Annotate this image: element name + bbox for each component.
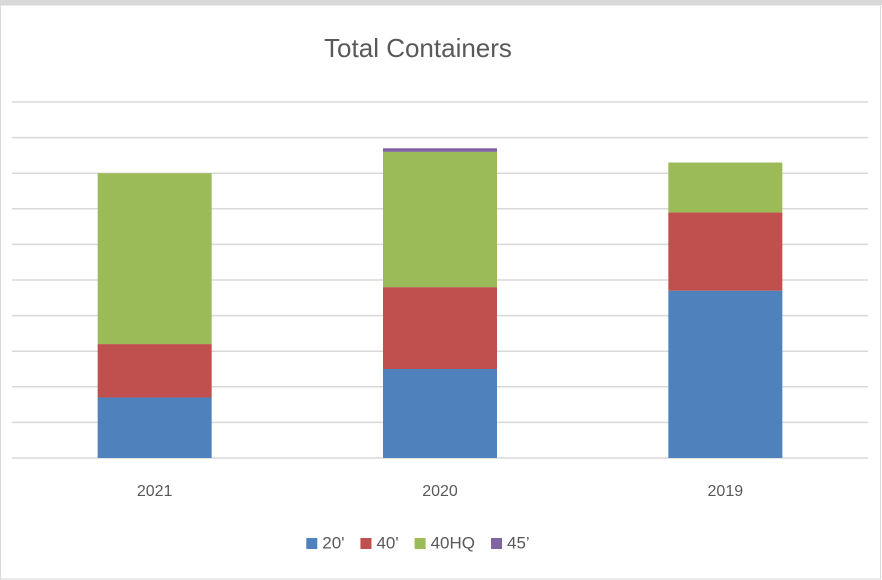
legend-label: 40' <box>376 533 398 552</box>
bar-segment <box>97 344 212 398</box>
bar-segment <box>383 369 497 458</box>
legend-swatch <box>414 538 426 549</box>
legend-swatch <box>491 538 503 549</box>
bar-segment <box>383 287 497 369</box>
x-tick-label: 2020 <box>422 483 458 500</box>
legend-label: 20' <box>322 533 344 552</box>
bar-segment <box>383 151 497 288</box>
bar-segment <box>97 397 212 458</box>
legend-label: 40HQ <box>431 533 475 552</box>
chart-border <box>0 4 881 580</box>
legend-label: 45’ <box>507 533 530 552</box>
bar-segment <box>668 212 783 291</box>
bar-segment <box>383 148 497 152</box>
bar-segment <box>668 290 783 458</box>
top-border <box>0 0 882 5</box>
x-tick-label: 2021 <box>137 483 173 500</box>
legend-swatch <box>360 538 372 549</box>
bar-segment <box>97 173 212 345</box>
legend-swatch <box>306 538 318 549</box>
x-tick-label: 2019 <box>708 483 744 500</box>
chart-title: Total Containers <box>324 33 512 63</box>
bar-segment <box>668 162 783 213</box>
